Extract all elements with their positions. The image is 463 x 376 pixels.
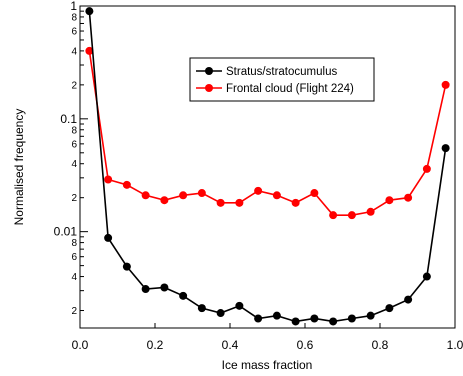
y-minor-label: 8 [71, 238, 77, 249]
y-minor-label: 2 [71, 80, 77, 91]
data-point [404, 295, 413, 304]
data-point [235, 198, 244, 207]
data-point [122, 262, 131, 271]
data-point [216, 309, 225, 318]
data-point [422, 272, 431, 281]
x-tick-label: 0.4 [222, 338, 239, 352]
data-point [104, 233, 113, 242]
y-minor-label: 6 [71, 139, 77, 150]
y-tick-label: 0.1 [60, 112, 77, 126]
legend-label: Stratus/stratocumulus [226, 66, 337, 78]
y-minor-label: 4 [71, 46, 77, 57]
data-point [291, 198, 300, 207]
data-point [160, 283, 169, 292]
data-point [329, 211, 338, 220]
y-minor-label: 6 [71, 252, 77, 263]
axis-ticks: 0.0 0.2 0.4 0.6 0.8 1.0 0.01 0.1 1 2 4 6 8 2 4 6 8 2 4 6 8 [54, 0, 463, 352]
x-tick-label: 0.0 [72, 338, 89, 352]
y-minor-label: 8 [71, 125, 77, 136]
y-minor-label: 8 [71, 12, 77, 23]
legend-label: Frontal cloud (Flight 224) [226, 83, 354, 95]
data-point [441, 80, 450, 89]
data-point [122, 180, 131, 189]
data-point [85, 46, 94, 55]
data-point [385, 304, 394, 313]
y-minor-label: 4 [71, 272, 77, 283]
data-point [347, 314, 356, 323]
data-point [141, 191, 150, 200]
x-tick-label: 0.6 [297, 338, 314, 352]
data-point [141, 285, 150, 294]
data-point [104, 175, 113, 184]
legend-box [189, 57, 375, 102]
y-minor-label: 4 [71, 159, 77, 170]
legend: Stratus/stratocumulus Frontal cloud (Flig… [189, 57, 375, 102]
data-point [329, 317, 338, 326]
y-tick-label: 0.01 [54, 225, 78, 239]
y-axis-title: Normalised frequency [12, 109, 26, 226]
legend-marker [205, 84, 213, 92]
data-point [235, 301, 244, 310]
data-point [254, 314, 263, 323]
y-tick-label: 1 [70, 0, 77, 13]
x-axis-title: Ice mass fraction [222, 358, 313, 372]
x-tick-label: 1.0 [447, 338, 463, 352]
data-point [310, 314, 319, 323]
x-tick-label: 0.8 [372, 338, 389, 352]
data-point [160, 196, 169, 205]
data-point [404, 193, 413, 202]
data-point [216, 198, 225, 207]
data-point [385, 196, 394, 205]
data-point [254, 186, 263, 195]
data-point [179, 191, 188, 200]
data-point [85, 7, 94, 16]
data-point [179, 291, 188, 300]
y-minor-label: 2 [71, 306, 77, 317]
data-point [197, 189, 206, 198]
data-point [272, 191, 281, 200]
x-tick-label: 0.2 [147, 338, 164, 352]
data-point [310, 189, 319, 198]
data-point [366, 311, 375, 320]
series-layer [85, 7, 450, 326]
data-point [291, 317, 300, 326]
y-minor-label: 6 [71, 27, 77, 38]
y-minor-label: 2 [71, 193, 77, 204]
data-point [441, 144, 450, 153]
data-point [197, 304, 206, 313]
legend-marker [205, 67, 213, 75]
data-point [366, 207, 375, 216]
data-point [272, 311, 281, 320]
data-point [347, 211, 356, 220]
data-point [422, 164, 431, 173]
plot-frame [79, 5, 456, 329]
